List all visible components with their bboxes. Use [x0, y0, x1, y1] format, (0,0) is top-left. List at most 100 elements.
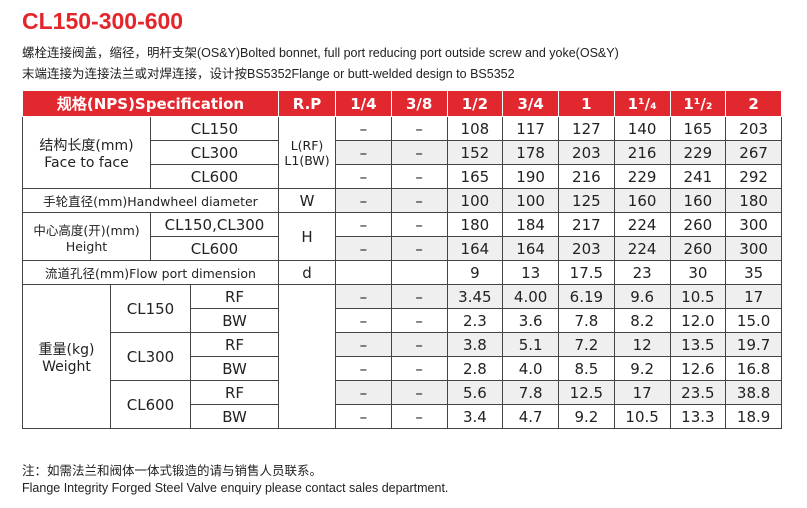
table-row: CL600 RF – –5.6 7.8 12.5 17 23.5 38.8 [23, 380, 782, 429]
table-row: CL600– –164 164 203 224 260 300 [23, 236, 782, 261]
value-cell: 18.9 [725, 404, 782, 429]
value-cell: 15.0 [725, 308, 782, 333]
value-cell: – [335, 380, 392, 405]
end-cell: BW [190, 356, 279, 381]
class-cell: CL600 [110, 380, 191, 429]
value-cell: 100 [502, 188, 559, 213]
value-cell: 260 [669, 236, 727, 261]
value-cell: 13.3 [669, 404, 727, 429]
value-cell: 5.1 [502, 332, 559, 357]
label-line: Weight [42, 358, 91, 375]
value-cell: – [390, 236, 448, 261]
value-cell: 4.0 [502, 356, 559, 381]
value-cell: 4.7 [502, 404, 559, 429]
value-cell: 165 [669, 116, 727, 141]
value-cell: 12.6 [669, 356, 727, 381]
value-cell: – [390, 164, 448, 189]
value-cell: 7.8 [558, 308, 615, 333]
value-cell: 160 [669, 188, 727, 213]
column-header: 2 [725, 90, 782, 117]
value-cell [390, 260, 448, 285]
subtitle: 末端连接为连接法兰或对焊连接，设计按BS5352Flange or butt-w… [22, 67, 515, 81]
value-cell: 100 [446, 188, 504, 213]
value-cell: – [335, 164, 392, 189]
value-cell: 8.2 [613, 308, 671, 333]
value-cell: 180 [446, 212, 504, 237]
value-cell: 117 [502, 116, 559, 141]
column-header: 规格(NPS)Specification [22, 90, 279, 117]
value-cell: 10.5 [669, 284, 727, 309]
value-cell: 216 [558, 164, 615, 189]
end-cell: BW [190, 308, 279, 333]
value-cell: 267 [725, 140, 782, 165]
value-cell: 260 [669, 212, 727, 237]
row-label: 中心高度(开)(mm) Height [22, 212, 151, 261]
row-label: 重量(kg) Weight [22, 284, 111, 429]
value-cell: – [390, 140, 448, 165]
value-cell: 164 [446, 236, 504, 261]
table-row: CL600– –165 190 216 229 241 292 [23, 164, 782, 189]
label-line: Face to face [44, 154, 129, 171]
value-cell: – [335, 332, 392, 357]
value-cell: 9.2 [613, 356, 671, 381]
value-cell: 203 [558, 140, 615, 165]
value-cell: 8.5 [558, 356, 615, 381]
footnote: Flange Integrity Forged Steel Valve enqu… [22, 481, 449, 495]
rp-cell: d [278, 260, 336, 285]
class-cell: CL150 [150, 116, 279, 141]
value-cell: – [335, 404, 392, 429]
column-header: R.P [278, 90, 336, 117]
table-row: 重量(kg) Weight CL150 RF – –3.45 4.00 6.19 9.6 10.5… [22, 284, 782, 429]
table-row: BW – –3.4 4.7 9.2 10.5 13.3 18.9 [23, 404, 782, 429]
end-cell: BW [190, 404, 279, 429]
column-header: 1¹/₂ [669, 90, 727, 117]
table-row: CL300– –152 178 203 216 229 267 [23, 140, 782, 165]
table-row: 结构长度(mm) Face to face CL150 L(RF) L1(BW) – –10… [22, 116, 782, 189]
value-cell: 140 [613, 116, 671, 141]
table-row: CL300 RF – –3.8 5.1 7.2 12 13.5 19.7 [23, 332, 782, 381]
class-cell: CL600 [150, 236, 279, 261]
value-cell: – [390, 212, 448, 237]
value-cell: 216 [613, 140, 671, 165]
value-cell: 23 [613, 260, 671, 285]
class-cell: CL150,CL300 [150, 212, 279, 237]
value-cell: 7.8 [502, 380, 559, 405]
row-label: 流道孔径(mm)Flow port dimension [22, 260, 279, 285]
class-cell: CL150 [110, 284, 191, 333]
title: CL150-300-600 [22, 8, 184, 34]
value-cell: – [335, 116, 392, 141]
value-cell: 12.5 [558, 380, 615, 405]
value-cell: 4.00 [502, 284, 559, 309]
footnote: 注：如需法兰和阀体一体式锻造的请与销售人员联系。 [22, 464, 323, 478]
table-row: BW – –2.3 3.6 7.8 8.2 12.0 15.0 [23, 308, 782, 333]
row-label: 手轮直径(mm)Handwheel diameter [22, 188, 279, 213]
value-cell: 160 [613, 188, 671, 213]
column-header: 3/8 [390, 90, 448, 117]
value-cell: 108 [446, 116, 504, 141]
value-cell: – [335, 188, 392, 213]
value-cell: 35 [725, 260, 782, 285]
value-cell: – [335, 356, 392, 381]
label-line: L1(BW) [284, 152, 330, 168]
value-cell: 3.8 [446, 332, 504, 357]
spec-table: 规格(NPS)Specification R.P 1/4 3/8 1/2 3/4 1 1¹/₄… [22, 90, 782, 429]
value-cell: 9.2 [558, 404, 615, 429]
value-cell: – [390, 116, 448, 141]
value-cell: – [390, 380, 448, 405]
value-cell: 229 [669, 140, 727, 165]
value-cell: 178 [502, 140, 559, 165]
label-line: 结构长度(mm) [39, 137, 134, 154]
table-row: BW – –2.8 4.0 8.5 9.2 12.6 16.8 [23, 356, 782, 381]
value-cell: 13 [502, 260, 559, 285]
value-cell: 17 [725, 284, 782, 309]
row-label: 结构长度(mm) Face to face [22, 116, 151, 189]
value-cell: 17.5 [558, 260, 615, 285]
value-cell: – [335, 236, 392, 261]
value-cell: 19.7 [725, 332, 782, 357]
column-header: 1 [558, 90, 615, 117]
row-label: L(RF) L1(BW) [278, 116, 336, 189]
value-cell: 9.6 [613, 284, 671, 309]
column-header: 3/4 [502, 90, 559, 117]
value-cell: 23.5 [669, 380, 727, 405]
value-cell: 38.8 [725, 380, 782, 405]
